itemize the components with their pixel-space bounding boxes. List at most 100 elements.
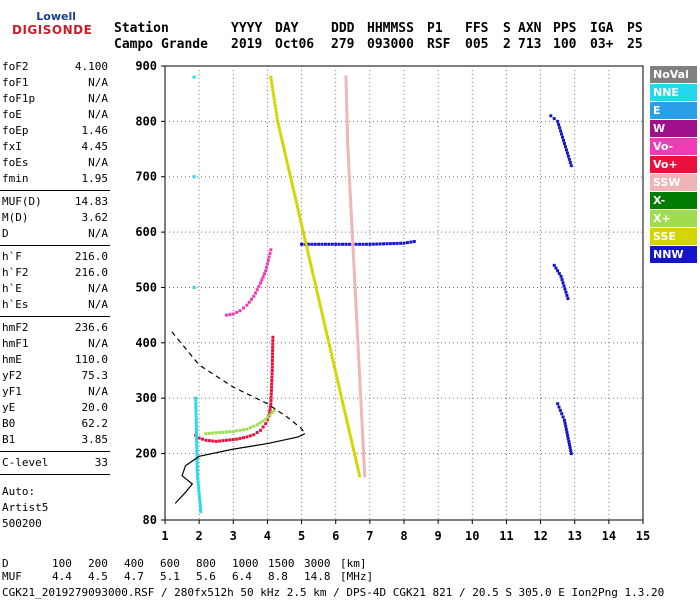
echo-point: [348, 190, 352, 194]
echo-point: [560, 132, 564, 136]
param-name: yF2: [2, 369, 22, 382]
echo-point: [334, 242, 338, 246]
echo-point: [276, 119, 280, 123]
echo-point: [344, 93, 348, 97]
echo-point: [352, 265, 356, 269]
echo-point: [348, 196, 352, 200]
echo-point: [358, 383, 362, 387]
echo-point: [290, 181, 294, 185]
echo-point: [388, 242, 392, 246]
echo-point: [357, 371, 361, 375]
echo-point: [557, 123, 561, 127]
echo-point: [357, 356, 361, 360]
echo-point: [291, 187, 295, 191]
param-name: foF2: [2, 60, 29, 73]
echo-point: [196, 483, 200, 487]
echo-point: [348, 184, 352, 188]
echo-point: [358, 386, 362, 390]
echo-point: [319, 308, 323, 312]
echo-point: [218, 431, 222, 435]
echo-point: [569, 449, 573, 453]
y-tick-label: 400: [135, 336, 157, 350]
echo-point: [385, 242, 389, 246]
y-tick-label: 80: [143, 513, 157, 527]
echo-point: [357, 368, 361, 372]
echo-point: [345, 418, 349, 422]
x-tick-label: 11: [499, 529, 513, 543]
echo-point: [357, 353, 361, 357]
param-value: N/A: [88, 337, 108, 350]
echo-point: [211, 439, 215, 443]
echo-point: [280, 140, 284, 144]
auto-system: Artist5: [2, 501, 49, 514]
echo-point: [357, 359, 361, 363]
echo-point: [252, 424, 256, 428]
echo-point: [253, 291, 257, 295]
echo-point: [345, 102, 349, 106]
echo-point: [347, 175, 351, 179]
param-name: MUF(D): [2, 195, 42, 208]
echo-point: [332, 364, 336, 368]
echo-point: [567, 443, 571, 447]
echo-point: [286, 164, 290, 168]
echo-point: [357, 365, 361, 369]
echo-point: [260, 278, 264, 282]
echo-point: [235, 310, 239, 314]
echo-point: [283, 152, 287, 156]
echo-point: [255, 423, 259, 427]
echo-point: [343, 412, 347, 416]
echo-point: [392, 242, 396, 246]
param-row: yF2 75.3: [2, 369, 108, 383]
echo-point: [354, 302, 358, 306]
param-row: foF2 4.100: [2, 60, 108, 74]
echo-point: [304, 243, 308, 247]
footer-info: CGK21_2019279093000.RSF / 280fx512h 50 k…: [2, 586, 665, 599]
echo-point: [351, 247, 355, 251]
echo-point: [267, 255, 271, 259]
echo-point: [288, 173, 292, 177]
echo-point: [363, 471, 367, 475]
echo-point: [269, 388, 273, 392]
muf-value: 5.6: [196, 570, 216, 583]
echo-point: [270, 359, 274, 363]
echo-point: [352, 256, 356, 260]
echo-point: [351, 444, 355, 448]
param-value: N/A: [88, 76, 108, 89]
param-name: h`F2: [2, 266, 29, 279]
echo-point: [302, 235, 306, 239]
param-separator: [0, 190, 110, 191]
echo-point: [317, 299, 321, 303]
x-tick-label: 10: [465, 529, 479, 543]
echo-point: [352, 259, 356, 263]
echo-point: [269, 78, 273, 82]
echo-point: [347, 169, 351, 173]
echo-point: [559, 129, 563, 133]
echo-point: [196, 480, 200, 484]
param-value: 4.45: [81, 140, 109, 153]
x-tick-label: 2: [196, 529, 203, 543]
x-tick-label: 13: [567, 529, 581, 543]
echo-point: [272, 94, 276, 98]
echo-point: [195, 471, 199, 475]
echo-point: [359, 407, 363, 411]
param-row: foEp 1.46: [2, 124, 108, 138]
param-row: h`Es N/A: [2, 298, 108, 312]
echo-point: [292, 190, 296, 194]
echo-point: [341, 403, 345, 407]
echo-point: [347, 172, 351, 176]
echo-point: [326, 338, 330, 342]
echo-point: [324, 329, 328, 333]
echo-point: [268, 251, 272, 255]
echo-point: [360, 428, 364, 432]
param-name: foEs: [2, 156, 29, 169]
echo-point: [298, 217, 302, 221]
echo-point: [337, 242, 341, 246]
echo-point: [356, 341, 360, 345]
param-row: hmF1 N/A: [2, 337, 108, 351]
echo-point: [261, 425, 265, 429]
param-row: yE 20.0: [2, 401, 108, 415]
y-tick-label: 600: [135, 225, 157, 239]
muf-d-value: 3000: [304, 557, 331, 570]
echo-point: [566, 436, 570, 440]
legend-item: SSE: [650, 228, 697, 245]
